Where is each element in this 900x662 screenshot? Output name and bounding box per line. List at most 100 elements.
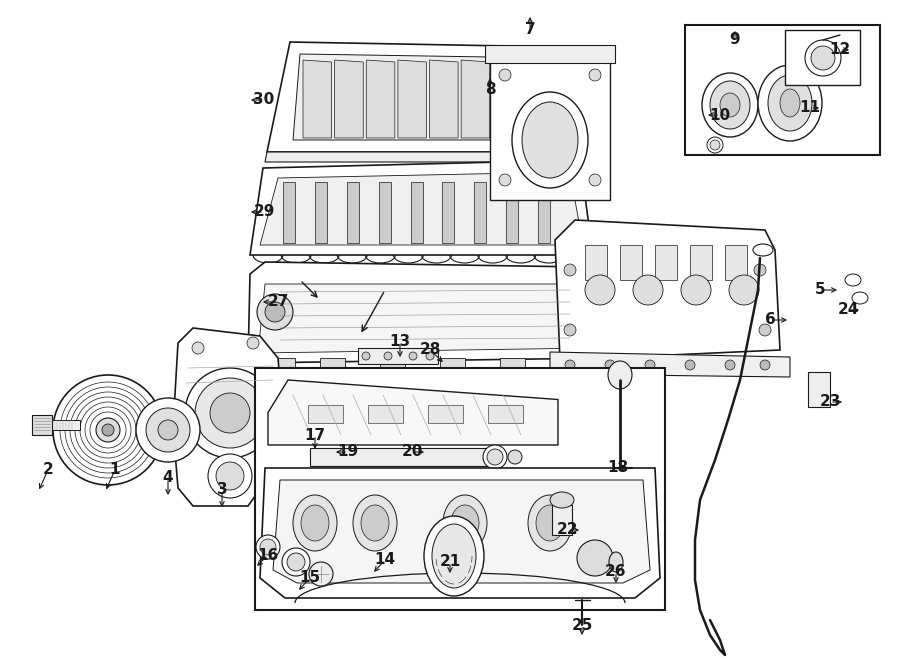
Bar bbox=[808, 372, 830, 407]
Ellipse shape bbox=[353, 495, 397, 551]
Ellipse shape bbox=[565, 360, 575, 370]
Bar bbox=[488, 405, 523, 423]
Ellipse shape bbox=[362, 352, 370, 360]
Ellipse shape bbox=[260, 539, 276, 555]
Bar bbox=[490, 55, 610, 200]
Bar bbox=[440, 358, 465, 370]
Text: 18: 18 bbox=[608, 461, 628, 475]
Text: 26: 26 bbox=[605, 565, 626, 579]
Bar bbox=[690, 245, 712, 280]
Ellipse shape bbox=[589, 174, 601, 186]
Ellipse shape bbox=[265, 302, 285, 322]
Ellipse shape bbox=[483, 445, 507, 469]
Bar bbox=[358, 348, 438, 364]
Polygon shape bbox=[273, 480, 650, 583]
Ellipse shape bbox=[760, 360, 770, 370]
Ellipse shape bbox=[257, 294, 293, 330]
Ellipse shape bbox=[564, 264, 576, 276]
Ellipse shape bbox=[192, 342, 204, 354]
Ellipse shape bbox=[609, 552, 623, 572]
Ellipse shape bbox=[759, 324, 771, 336]
Text: 16: 16 bbox=[257, 547, 279, 563]
Polygon shape bbox=[303, 60, 331, 138]
Text: 4: 4 bbox=[163, 471, 174, 485]
Polygon shape bbox=[283, 182, 295, 243]
Bar bbox=[725, 245, 747, 280]
Polygon shape bbox=[461, 60, 490, 138]
Ellipse shape bbox=[753, 244, 773, 256]
Ellipse shape bbox=[409, 352, 417, 360]
Ellipse shape bbox=[605, 360, 615, 370]
Polygon shape bbox=[258, 284, 595, 353]
Ellipse shape bbox=[710, 140, 720, 150]
Text: 23: 23 bbox=[819, 395, 841, 410]
Ellipse shape bbox=[633, 275, 663, 305]
Bar bbox=[785, 30, 860, 85]
Text: 25: 25 bbox=[572, 618, 593, 632]
Text: 10: 10 bbox=[709, 107, 731, 122]
Text: 24: 24 bbox=[837, 303, 859, 318]
Ellipse shape bbox=[499, 69, 511, 81]
Ellipse shape bbox=[577, 540, 613, 576]
Bar bbox=[368, 405, 403, 423]
Bar bbox=[320, 358, 345, 370]
Ellipse shape bbox=[287, 553, 305, 571]
Bar bbox=[428, 405, 463, 423]
Polygon shape bbox=[173, 328, 283, 506]
Text: 14: 14 bbox=[374, 553, 396, 567]
Text: 15: 15 bbox=[300, 571, 320, 585]
Ellipse shape bbox=[725, 360, 735, 370]
Ellipse shape bbox=[645, 360, 655, 370]
Ellipse shape bbox=[522, 102, 578, 178]
Ellipse shape bbox=[720, 93, 740, 117]
Bar bbox=[32, 415, 52, 435]
Text: 2: 2 bbox=[42, 463, 53, 477]
Polygon shape bbox=[525, 60, 553, 138]
Ellipse shape bbox=[210, 393, 250, 433]
Polygon shape bbox=[248, 262, 608, 363]
Text: 20: 20 bbox=[401, 444, 423, 459]
Ellipse shape bbox=[768, 75, 812, 131]
Polygon shape bbox=[550, 352, 790, 377]
Text: 11: 11 bbox=[799, 101, 821, 115]
Ellipse shape bbox=[443, 495, 487, 551]
Bar bbox=[308, 405, 343, 423]
Ellipse shape bbox=[512, 92, 588, 188]
Ellipse shape bbox=[685, 360, 695, 370]
Text: 29: 29 bbox=[253, 205, 274, 220]
Ellipse shape bbox=[758, 65, 822, 141]
Ellipse shape bbox=[185, 368, 275, 458]
Ellipse shape bbox=[158, 420, 178, 440]
Ellipse shape bbox=[361, 505, 389, 541]
Polygon shape bbox=[267, 42, 576, 152]
Ellipse shape bbox=[681, 275, 711, 305]
Ellipse shape bbox=[309, 562, 333, 586]
Ellipse shape bbox=[528, 495, 572, 551]
Ellipse shape bbox=[608, 361, 632, 389]
Text: 19: 19 bbox=[338, 444, 358, 459]
Ellipse shape bbox=[451, 505, 479, 541]
Ellipse shape bbox=[102, 424, 114, 436]
Polygon shape bbox=[410, 182, 423, 243]
Polygon shape bbox=[260, 172, 583, 245]
Ellipse shape bbox=[195, 378, 265, 448]
Ellipse shape bbox=[384, 352, 392, 360]
Ellipse shape bbox=[780, 89, 800, 117]
Ellipse shape bbox=[487, 449, 503, 465]
Text: 5: 5 bbox=[814, 283, 825, 297]
Text: 7: 7 bbox=[525, 23, 535, 38]
Ellipse shape bbox=[424, 516, 484, 596]
Polygon shape bbox=[268, 380, 558, 445]
Ellipse shape bbox=[256, 535, 280, 559]
Ellipse shape bbox=[845, 274, 861, 286]
Text: 8: 8 bbox=[485, 83, 495, 97]
Text: 6: 6 bbox=[765, 312, 776, 328]
Ellipse shape bbox=[208, 454, 252, 498]
Ellipse shape bbox=[432, 524, 476, 588]
Bar bbox=[380, 358, 405, 370]
Ellipse shape bbox=[53, 375, 163, 485]
Bar bbox=[620, 245, 642, 280]
Ellipse shape bbox=[811, 46, 835, 70]
Ellipse shape bbox=[499, 174, 511, 186]
Polygon shape bbox=[443, 182, 454, 243]
